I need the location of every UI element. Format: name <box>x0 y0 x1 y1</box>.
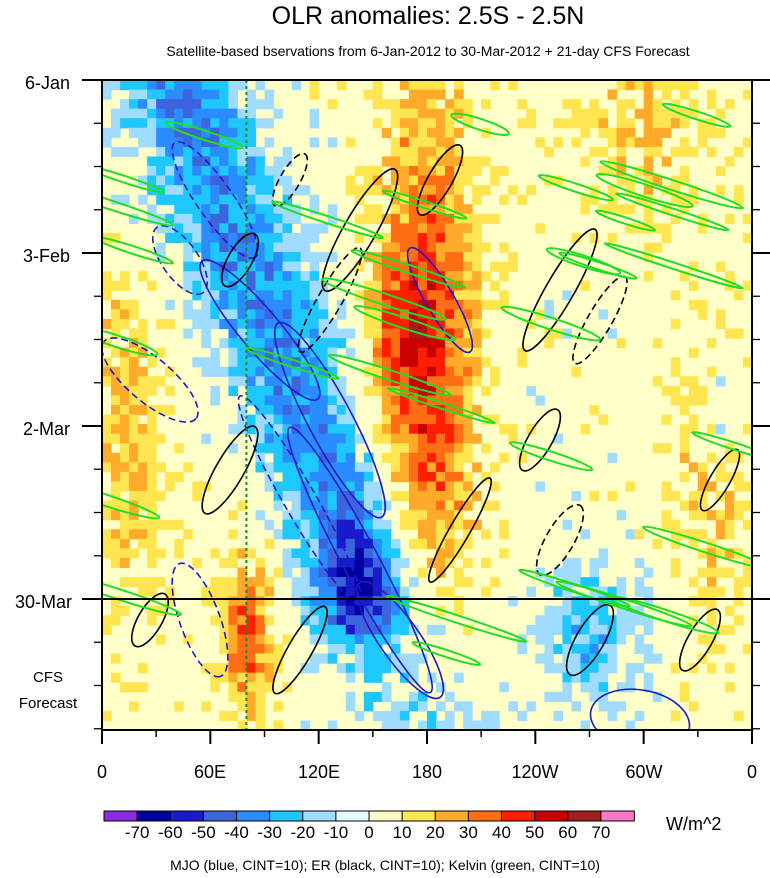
colorbar-swatch <box>567 810 602 822</box>
chart-title: OLR anomalies: 2.5S - 2.5N <box>272 2 585 30</box>
colorbar-swatch <box>236 810 271 822</box>
x-tick-label: 120W <box>511 762 558 782</box>
colorbar-swatch <box>368 810 403 822</box>
colorbar-tick-label: -10 <box>324 823 349 842</box>
colorbar-tick-label: -50 <box>191 823 216 842</box>
colorbar-unit: W/m^2 <box>666 814 721 834</box>
colorbar-tick-label: 30 <box>459 823 478 842</box>
colorbar-tick-label: 10 <box>393 823 412 842</box>
colorbar-tick-label: 40 <box>492 823 511 842</box>
y-tick-label: 3-Feb <box>23 246 70 266</box>
x-tick-label: 60E <box>194 762 226 782</box>
x-tick-label: 0 <box>747 762 757 782</box>
x-tick-label: 60W <box>625 762 662 782</box>
x-tick-label: 0 <box>97 762 107 782</box>
colorbar-swatch <box>600 810 635 822</box>
chart-subtitle: Satellite-based bservations from 6-Jan-2… <box>166 43 689 59</box>
forecast-label: Forecast <box>19 695 78 712</box>
colorbar-tick-label: 50 <box>525 823 544 842</box>
colorbar: -70 -60 -50 -40 -30 -20 -10 0 10 20 30 40 50 60 70 <box>103 810 635 842</box>
colorbar-tick-label: -70 <box>125 823 150 842</box>
colorbar-swatch <box>202 810 238 822</box>
colorbar-swatch <box>269 810 304 822</box>
colorbar-swatch <box>401 810 437 822</box>
colorbar-swatch <box>335 810 370 822</box>
colorbar-tick-label: -60 <box>158 823 183 842</box>
colorbar-tick-label: 20 <box>426 823 445 842</box>
contour-legend-note: MJO (blue, CINT=10); ER (black, CINT=10)… <box>170 857 600 873</box>
y-axis-labels: 6-Jan 3-Feb 2-Mar 30-Mar <box>15 73 72 612</box>
colorbar-tick-label: -20 <box>290 823 315 842</box>
colorbar-tick-label: -40 <box>224 823 249 842</box>
axis-ticks <box>82 79 770 744</box>
y-tick-label: 30-Mar <box>15 592 72 612</box>
colorbar-tick-label: 60 <box>558 823 577 842</box>
x-tick-label: 180 <box>412 762 442 782</box>
y-tick-label: 2-Mar <box>23 419 70 439</box>
colorbar-swatch <box>501 810 536 822</box>
colorbar-tick-label: 0 <box>364 823 373 842</box>
colorbar-tick-label: -30 <box>257 823 282 842</box>
x-tick-label: 120E <box>298 762 340 782</box>
colorbar-swatch <box>302 810 337 822</box>
colorbar-swatch <box>534 810 569 822</box>
y-tick-label: 6-Jan <box>25 73 70 93</box>
forecast-label: CFS <box>33 669 63 686</box>
x-axis-labels: 0 60E 120E 180 120W 60W 0 <box>97 762 757 782</box>
colorbar-swatch <box>103 810 138 822</box>
colorbar-swatch <box>467 810 503 822</box>
colorbar-swatch <box>136 810 172 822</box>
plot-area <box>102 80 752 730</box>
kelvin-contours <box>102 102 752 666</box>
colorbar-swatch <box>434 810 470 822</box>
colorbar-tick-label: 70 <box>591 823 610 842</box>
colorbar-swatch <box>169 810 205 822</box>
